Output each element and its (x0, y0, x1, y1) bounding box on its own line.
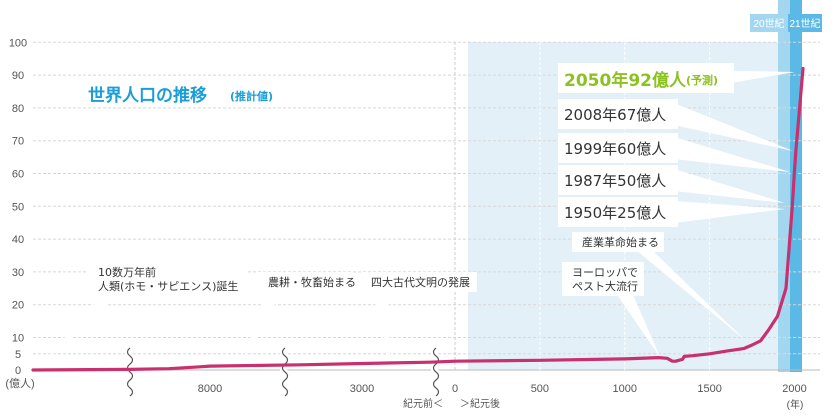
annotation-label: 産業革命始まる (582, 235, 659, 249)
era-bc-label: 紀元前＜ (403, 397, 443, 410)
data-point (31, 368, 35, 372)
y-tick-label: 30 (12, 267, 24, 279)
callout-pointer (617, 295, 660, 357)
y-unit-label: (億人) (5, 377, 34, 390)
y-tick-label: 0 (15, 365, 21, 377)
population-series-line (31, 66, 805, 372)
data-point (198, 365, 202, 368)
axis-break-icon (126, 347, 134, 397)
callout-pointer (637, 251, 745, 340)
21st-century-tab (788, 14, 822, 32)
forecast-box (558, 63, 734, 93)
population-label: 2008年67億人 (564, 106, 666, 124)
century-label-21: 21世紀 (789, 17, 820, 30)
y-tick-label: 70 (12, 136, 24, 148)
data-point (801, 67, 805, 70)
y-tick-label: 100 (9, 37, 27, 49)
callout-pointer (242, 291, 283, 362)
population-label: 1987年50億人 (564, 172, 666, 190)
data-point (791, 205, 794, 208)
data-point (428, 361, 432, 364)
callout-pointer (674, 201, 785, 223)
data-point (725, 349, 728, 353)
callout-box (558, 165, 678, 195)
20th-century-band (778, 0, 790, 372)
chart-title: 世界人口の推移 (88, 85, 207, 106)
y-tick-label: 5 (15, 349, 21, 361)
y-tick-label: 80 (12, 103, 24, 115)
annotation-label: 人類(ホモ・サピエンス)誕生 (98, 279, 238, 293)
callout-box (361, 272, 477, 292)
era-ad-label: ＞紀元後 (460, 397, 500, 410)
callout-pointer (674, 169, 785, 203)
callout-box (258, 272, 352, 292)
data-point (750, 343, 754, 347)
20th-century-tab (750, 14, 788, 32)
x-tick-label: 1000 (613, 383, 637, 395)
callout-box (558, 197, 678, 227)
population-label: 1999年60億人 (564, 140, 666, 158)
annotation-label: ペスト大流行 (572, 279, 638, 293)
x-tick-label: 1500 (697, 383, 721, 395)
y-tick-label: 40 (12, 234, 24, 246)
21st-century-band (790, 0, 802, 372)
annotation-label: 10数万年前 (98, 265, 156, 279)
x-tick-label: 0 (452, 383, 458, 395)
data-point (674, 360, 677, 363)
callout-pointer (674, 103, 793, 151)
axis-break-icon (432, 347, 440, 397)
data-point (623, 357, 626, 361)
x-tick-label: 8000 (198, 383, 222, 395)
data-point (665, 357, 669, 360)
annotation-label: 農耕・牧畜始まる (268, 275, 356, 289)
data-point (360, 362, 364, 365)
data-point (784, 287, 788, 290)
data-point (128, 368, 132, 371)
data-point (708, 352, 711, 355)
callout-box (562, 262, 644, 296)
data-point (691, 354, 694, 357)
data-point (538, 359, 542, 362)
y-tick-label: 20 (12, 300, 24, 312)
chart-title-note: (推計値) (230, 89, 273, 103)
population-label: 1950年25億人 (564, 204, 666, 222)
data-point (681, 358, 684, 361)
annotation-label: 四大古代文明の発展 (371, 275, 470, 289)
x-tick-label: 3000 (350, 383, 374, 395)
x-unit-label: (年) (787, 398, 804, 411)
data-point (657, 356, 660, 359)
data-point (759, 339, 762, 342)
annotation-label: ヨーロッパで (572, 266, 638, 279)
data-point (300, 363, 303, 366)
data-point (208, 364, 212, 368)
y-tick-label: 50 (12, 201, 24, 213)
data-point (742, 347, 745, 350)
x-tick-label: 500 (531, 383, 549, 395)
callout-box (558, 99, 678, 129)
data-point (776, 314, 779, 318)
axis-break-icon (281, 347, 289, 397)
data-point (767, 328, 771, 331)
x-tick-label: 2000 (782, 383, 806, 395)
data-point (794, 149, 798, 152)
callout-pointer (38, 295, 118, 368)
data-point (682, 355, 686, 358)
y-tick-label: 10 (12, 333, 24, 345)
data-point (793, 172, 796, 175)
forecast-label: 2050年92億人 (564, 70, 687, 91)
callout-pointer (372, 291, 390, 360)
data-point (453, 360, 457, 363)
data-point (671, 360, 674, 363)
callout-pointer (674, 137, 790, 172)
callout-box (88, 262, 248, 296)
y-tick-label: 90 (12, 70, 24, 82)
forecast-suffix: (予測) (686, 73, 718, 87)
data-point (167, 367, 171, 370)
callout-box (558, 133, 678, 163)
century-label-20: 20世紀 (753, 17, 784, 30)
callout-box (572, 232, 664, 252)
y-tick-label: 60 (12, 169, 24, 181)
